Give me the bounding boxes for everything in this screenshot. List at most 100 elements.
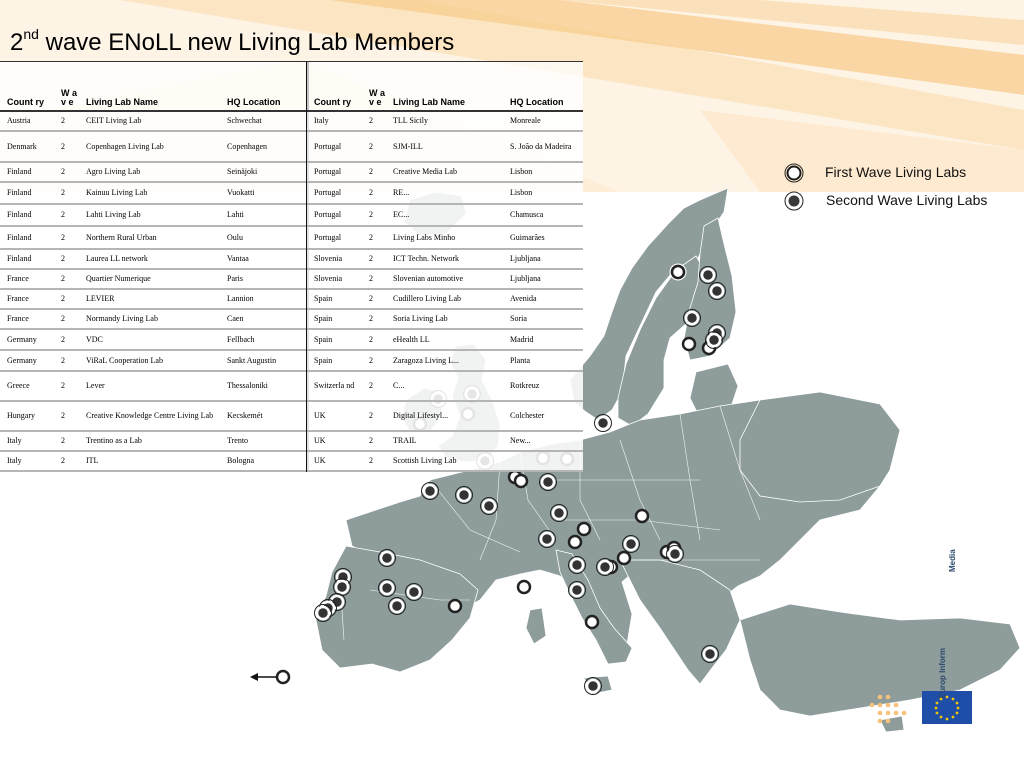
- cell-name: Northern Rural Urban: [79, 226, 220, 250]
- lab-marker-first-wave: [567, 534, 583, 550]
- sardinia-shape: [525, 607, 547, 645]
- table-row: Italy 2 ITL Bologna: [0, 451, 307, 472]
- slide-title: 2nd wave ENoLL new Living Lab Members: [10, 26, 455, 57]
- lab-marker-first-wave: [669, 263, 687, 281]
- legend-markers: [784, 163, 804, 211]
- cell-wave: 2: [362, 451, 386, 472]
- table-row: Spain 2 Soria Living Lab Soria: [307, 309, 583, 330]
- table-row: Portugal 2 RE... Lisbon: [307, 182, 583, 205]
- cell-hq: Trento: [220, 431, 307, 452]
- table-body-left: Austria 2 CEIT Living Lab Schwechat Denmark 2…: [0, 111, 307, 472]
- table-row: Switzerla nd 2 C... Rotkreuz: [307, 371, 583, 402]
- lab-marker-first-wave: [681, 336, 697, 352]
- lab-marker-second-wave: [405, 583, 423, 601]
- header-wave: W a v e: [54, 61, 79, 112]
- header-living-lab-name: Living Lab Name: [386, 61, 503, 112]
- lab-marker-second-wave: [584, 677, 602, 695]
- lab-marker-second-wave: [421, 482, 439, 500]
- lab-marker-second-wave: [708, 282, 726, 300]
- legend-first-wave-label: First Wave Living Labs: [825, 164, 967, 180]
- cell-hq: Lisbon: [503, 182, 583, 205]
- cell-name: EC...: [386, 204, 503, 227]
- cell-country: Spain: [307, 329, 362, 351]
- cell-name: Trentino as a Lab: [79, 431, 220, 452]
- cell-country: Portugal: [307, 204, 362, 227]
- cell-name: Creative Knowledge Centre Living Lab: [79, 401, 220, 432]
- header-living-lab-name: Living Lab Name: [79, 61, 220, 112]
- cell-wave: 2: [362, 371, 386, 402]
- cell-country: Switzerla nd: [307, 371, 362, 402]
- cell-country: Spain: [307, 289, 362, 310]
- arrow-left-icon: [250, 673, 277, 681]
- cell-wave: 2: [54, 162, 79, 183]
- lab-marker-second-wave: [539, 473, 557, 491]
- cell-wave: 2: [54, 204, 79, 227]
- cell-hq: Oulu: [220, 226, 307, 250]
- cell-wave: 2: [54, 401, 79, 432]
- table-row: France 2 Normandy Living Lab Caen: [0, 309, 307, 330]
- second-wave-markers: [314, 266, 726, 695]
- cell-wave: 2: [362, 111, 386, 132]
- cell-country: Greece: [0, 371, 54, 402]
- cell-country: Finland: [0, 226, 54, 250]
- cell-name: CEIT Living Lab: [79, 111, 220, 132]
- cell-wave: 2: [54, 350, 79, 372]
- table-row: France 2 LEVIER Lannion: [0, 289, 307, 310]
- cell-name: Cudillero Living Lab: [386, 289, 503, 310]
- cell-name: Lever: [79, 371, 220, 402]
- cell-country: Finland: [0, 162, 54, 183]
- lab-marker-second-wave: [333, 578, 351, 596]
- cell-hq: Rotkreuz: [503, 371, 583, 402]
- cell-name: Slovenian automotive: [386, 269, 503, 290]
- table-row: Slovenia 2 Slovenian automotive Ljubljana: [307, 269, 583, 290]
- table-row: Finland 2 Agro Living Lab Seinäjoki: [0, 162, 307, 183]
- cell-country: France: [0, 289, 54, 310]
- title-rest: wave ENoLL new Living Lab Members: [38, 29, 455, 56]
- orange-dots-logo: [869, 694, 907, 724]
- cell-hq: Ljubljana: [503, 269, 583, 290]
- lab-marker-second-wave: [701, 645, 719, 663]
- lab-marker-second-wave: [705, 331, 723, 349]
- table-row: Finland 2 Laurea LL network Vantaa: [0, 249, 307, 270]
- cell-hq: New...: [503, 431, 583, 452]
- lab-marker-second-wave: [666, 545, 684, 563]
- cell-hq: Madrid: [503, 329, 583, 351]
- cell-country: Hungary: [0, 401, 54, 432]
- cell-hq: Bologna: [220, 451, 307, 472]
- cell-name: TLL Sicily: [386, 111, 503, 132]
- table-row: Spain 2 eHealth LL Madrid: [307, 329, 583, 351]
- members-table-right: Count ry W a v e Living Lab Name HQ Loca…: [307, 61, 583, 472]
- header-hq-location: HQ Location: [503, 61, 583, 112]
- cell-country: Portugal: [307, 162, 362, 183]
- media-label: Media: [948, 549, 957, 572]
- cell-country: Italy: [0, 451, 54, 472]
- lab-marker-first-wave: [516, 579, 532, 595]
- cell-wave: 2: [362, 162, 386, 183]
- cell-country: Denmark: [0, 131, 54, 163]
- table-row: Austria 2 CEIT Living Lab Schwechat: [0, 111, 307, 132]
- cell-wave: 2: [54, 371, 79, 402]
- cell-hq: S. João da Madeira: [503, 131, 583, 163]
- cell-wave: 2: [362, 401, 386, 432]
- lab-marker-second-wave: [594, 414, 612, 432]
- cell-wave: 2: [54, 226, 79, 250]
- cell-name: Agro Living Lab: [79, 162, 220, 183]
- cell-hq: Lannion: [220, 289, 307, 310]
- table-row: Hungary 2 Creative Knowledge Centre Living…: [0, 401, 307, 432]
- cell-hq: Caen: [220, 309, 307, 330]
- cell-country: Austria: [0, 111, 54, 132]
- lab-marker-second-wave: [568, 556, 586, 574]
- table-header-row: Count ry W a v e Living Lab Name HQ Loca…: [0, 61, 307, 112]
- cell-name: LEVIER: [79, 289, 220, 310]
- cell-wave: 2: [54, 131, 79, 163]
- cell-hq: [503, 451, 583, 472]
- cell-hq: Schwechat: [220, 111, 307, 132]
- cell-name: TRAIL: [386, 431, 503, 452]
- cell-hq: Kecskemét: [220, 401, 307, 432]
- cell-country: UK: [307, 401, 362, 432]
- cell-hq: Planta: [503, 350, 583, 372]
- lab-marker-second-wave: [622, 535, 640, 553]
- table-row: France 2 Quartier Numerique Paris: [0, 269, 307, 290]
- table-row: Portugal 2 Creative Media Lab Lisbon: [307, 162, 583, 183]
